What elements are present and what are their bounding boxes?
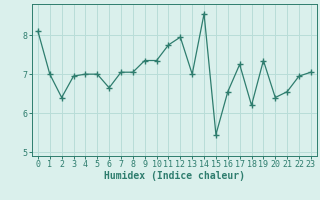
X-axis label: Humidex (Indice chaleur): Humidex (Indice chaleur)	[104, 171, 245, 181]
